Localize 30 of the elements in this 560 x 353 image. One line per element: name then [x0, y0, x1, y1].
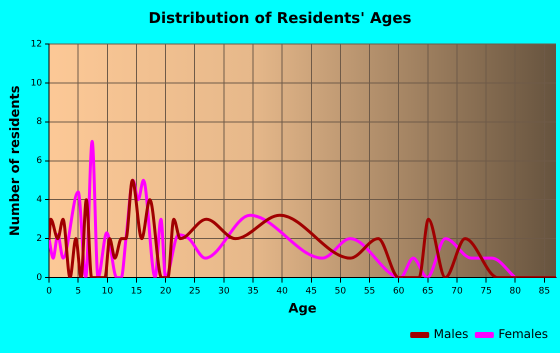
x-tick-label: 50: [334, 286, 346, 296]
y-tick-label: 4: [36, 195, 42, 206]
y-axis-title: Number of residents: [8, 85, 24, 236]
x-tick-label: 70: [451, 286, 463, 296]
x-tick-label: 55: [364, 286, 376, 296]
y-tick-label: 8: [36, 117, 42, 128]
x-tick-label: 30: [218, 286, 230, 296]
legend-label: Males: [434, 327, 468, 342]
chart-title: Distribution of Residents' Ages: [148, 8, 412, 27]
x-tick-label: 75: [480, 286, 492, 296]
y-tick-label: 6: [36, 156, 42, 166]
y-tick-label: 10: [30, 78, 42, 88]
x-tick-label: 20: [160, 286, 172, 296]
x-tick-label: 10: [102, 286, 114, 296]
x-tick-label: 85: [538, 286, 550, 296]
y-tick-label: 0: [36, 272, 42, 283]
x-tick-label: 5: [75, 286, 82, 296]
y-tick-label: 12: [30, 39, 42, 50]
y-tick-label: 2: [36, 234, 42, 244]
x-tick-label: 60: [392, 286, 405, 296]
x-tick-label: 65: [422, 286, 434, 296]
x-tick-label: 45: [306, 286, 317, 296]
x-tick-label: 80: [509, 286, 522, 296]
x-tick-label: 0: [46, 286, 52, 296]
x-axis-title: Age: [288, 302, 317, 317]
x-tick-label: 25: [189, 286, 200, 296]
legend-label: Females: [498, 327, 548, 342]
x-tick-label: 40: [276, 286, 288, 296]
x-tick-label: 15: [130, 286, 142, 296]
x-tick-label: 35: [247, 286, 259, 296]
